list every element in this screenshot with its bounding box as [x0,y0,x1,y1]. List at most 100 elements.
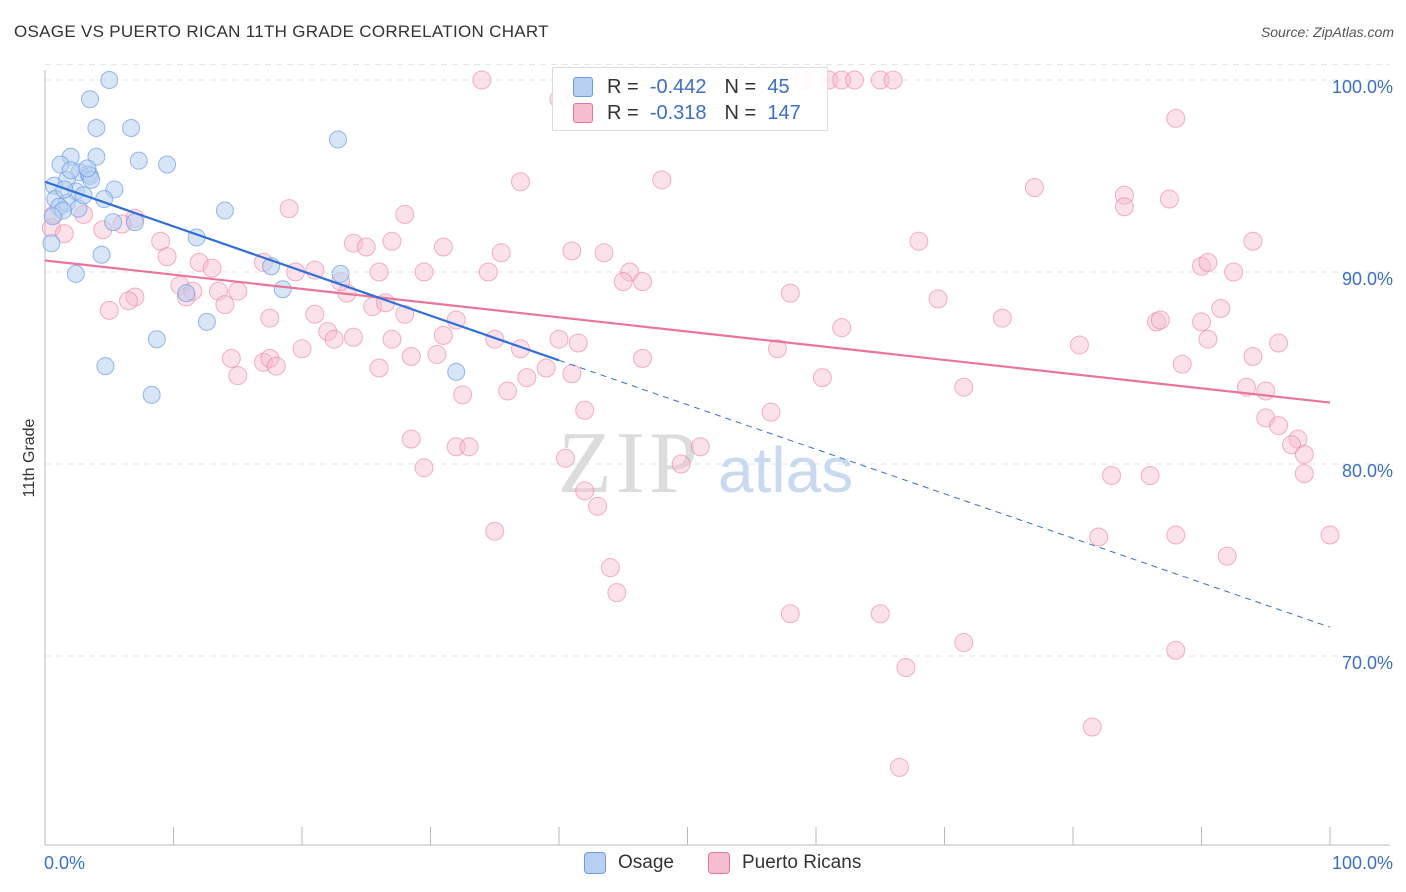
source-label: Source: ZipAtlas.com [1260,24,1394,40]
puerto-rican-point [870,604,890,624]
osage-point [447,362,466,381]
puerto-rican-legend-swatch [707,852,730,874]
puerto-rican-point [845,70,865,90]
puerto-rican-point [633,272,653,292]
osage-point [87,119,106,137]
puerto-rican-point [119,291,139,311]
watermark-atlas: atlas [718,434,853,506]
puerto-rican-point [453,385,473,405]
puerto-rican-point [1256,381,1276,401]
puerto-rican-swatch [573,103,593,123]
puerto-rican-point [221,348,241,368]
puerto-rican-point [401,346,421,366]
puerto-rican-r-label: R = [607,101,639,124]
puerto-rican-point [510,172,530,192]
puerto-rican-point [832,318,852,338]
puerto-rican-n-value: 147 [767,101,801,124]
puerto-rican-point [575,400,595,420]
tick-labels: 70.0% 80.0% 90.0% 100.0% 0.0% 100.0% [44,77,1393,873]
puerto-rican-point [954,377,974,397]
osage-point [78,159,97,178]
legend-row-osage: R = -0.442 N = 45 [573,74,790,100]
puerto-rican-point [1150,310,1170,330]
puerto-rican-point [414,458,434,478]
puerto-rican-point [414,262,434,282]
puerto-rican-point [260,348,280,368]
puerto-rican-point [812,368,832,388]
puerto-rican-point [382,231,402,251]
puerto-rican-point [215,295,235,315]
puerto-rican-point [382,329,402,349]
puerto-rican-point [157,247,177,267]
osage-n-value: 45 [767,75,790,98]
watermark-zip: ZIP [558,415,702,512]
puerto-rican-point [356,237,376,257]
puerto-rican-point [1102,466,1122,486]
puerto-rican-point [652,170,672,190]
puerto-rican-point [690,437,710,457]
y-axis-label: 11th Grade [21,418,38,497]
puerto-rican-point [555,448,575,468]
puerto-rican-point [761,402,781,422]
puerto-rican-point [498,381,518,401]
puerto-rican-point [1172,354,1192,374]
osage-point [96,357,115,376]
puerto-rican-point [54,224,74,244]
puerto-rican-point [369,262,389,282]
osage-swatch [573,77,593,97]
puerto-rican-point [343,327,363,347]
puerto-rican-point [909,231,929,251]
puerto-rican-point [1166,640,1186,660]
puerto-rican-point [671,454,691,474]
puerto-rican-point [433,325,453,345]
puerto-rican-point [562,364,582,384]
y-tick-label: 100.0% [1332,77,1393,97]
osage-point [197,312,216,331]
puerto-rican-point [459,437,479,457]
puerto-rican-point [433,237,453,257]
puerto-rican-point [1082,717,1102,737]
puerto-rican-point [536,358,556,378]
puerto-rican-point [1198,252,1218,272]
puerto-rican-point [517,368,537,388]
puerto-rican-point [1281,435,1301,455]
y-tick-label: 90.0% [1342,269,1393,289]
series-legend: Osage Puerto Ricans [584,852,861,874]
osage-point [328,130,347,149]
puerto-rican-r-value: -0.318 [649,101,707,124]
puerto-rican-point [1114,185,1134,205]
puerto-rican-point [228,281,248,301]
puerto-rican-point [279,199,299,219]
osage-legend-swatch [584,852,606,874]
osage-point [215,201,234,220]
puerto-rican-point [1069,335,1089,355]
puerto-rican-point [780,283,800,303]
puerto-rican-point [1294,444,1314,464]
osage-r-value: -0.442 [649,75,707,98]
osage-trend-line [44,180,560,362]
x-tick-label-end: 100.0% [1332,853,1393,873]
osage-point [66,264,85,283]
puerto-rican-point [883,70,903,90]
puerto-rican-point [1024,178,1044,198]
puerto-rican-point [478,262,498,282]
trend-lines [44,180,1331,628]
puerto-rican-point [594,243,614,263]
puerto-rican-point [1198,329,1218,349]
puerto-rican-point [446,310,466,330]
puerto-rican-point [202,258,222,278]
puerto-rican-point [427,345,447,365]
osage-legend-label: Osage [618,852,674,873]
puerto-rican-point [780,604,800,624]
puerto-rican-point [600,558,620,578]
puerto-rican-point [896,658,916,678]
osage-point [273,280,292,299]
puerto-rican-point [928,289,948,309]
x-tick-label-start: 0.0% [44,853,85,873]
puerto-rican-point [568,333,588,353]
puerto-rican-point [1114,197,1134,217]
osage-point [42,234,61,253]
puerto-rican-point [890,757,910,777]
puerto-rican-point [562,241,582,261]
puerto-rican-point [954,633,974,653]
